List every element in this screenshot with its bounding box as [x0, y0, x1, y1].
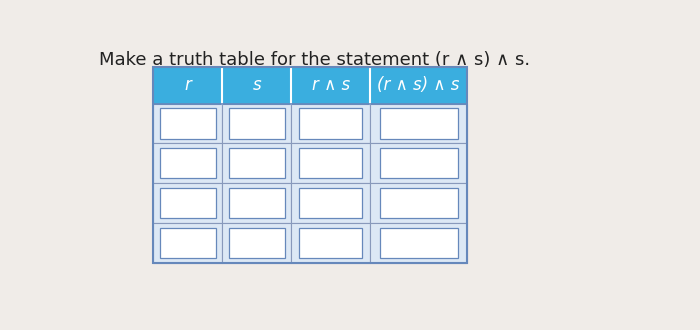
Text: r ∧ s: r ∧ s: [312, 76, 350, 94]
Bar: [153, 67, 468, 104]
Bar: [153, 183, 223, 223]
Text: Make a truth table for the statement (r ∧ s) ∧ s.: Make a truth table for the statement (r …: [99, 51, 531, 69]
Bar: [153, 143, 223, 183]
Bar: [160, 148, 216, 179]
Bar: [370, 223, 468, 263]
Bar: [230, 228, 285, 258]
Bar: [153, 67, 468, 263]
Bar: [153, 104, 223, 143]
Bar: [230, 188, 285, 218]
Bar: [379, 108, 458, 139]
Bar: [291, 223, 370, 263]
Bar: [160, 228, 216, 258]
Bar: [300, 228, 362, 258]
Bar: [223, 143, 291, 183]
Bar: [370, 143, 468, 183]
Bar: [223, 183, 291, 223]
Bar: [370, 183, 468, 223]
Bar: [160, 108, 216, 139]
Bar: [291, 104, 370, 143]
Bar: [153, 223, 223, 263]
Bar: [300, 108, 362, 139]
Bar: [223, 104, 291, 143]
Bar: [291, 143, 370, 183]
Bar: [153, 67, 468, 263]
Bar: [160, 188, 216, 218]
Bar: [230, 108, 285, 139]
Bar: [230, 148, 285, 179]
Bar: [300, 188, 362, 218]
Bar: [379, 228, 458, 258]
Text: (r ∧ s) ∧ s: (r ∧ s) ∧ s: [377, 76, 460, 94]
Bar: [370, 104, 468, 143]
Bar: [379, 148, 458, 179]
Bar: [291, 183, 370, 223]
Bar: [379, 188, 458, 218]
Bar: [223, 223, 291, 263]
Text: r: r: [185, 76, 191, 94]
Text: s: s: [253, 76, 261, 94]
Bar: [300, 148, 362, 179]
